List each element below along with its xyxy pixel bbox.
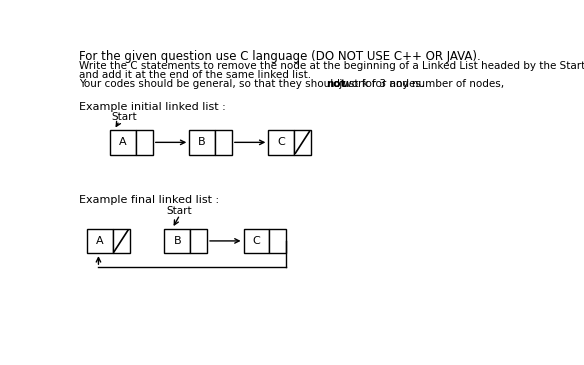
Text: C: C (277, 137, 285, 147)
Bar (110, 130, 135, 155)
Text: A: A (96, 236, 103, 246)
Text: C: C (252, 236, 260, 246)
Text: Example initial linked list :: Example initial linked list : (79, 101, 226, 112)
Bar (190, 228, 207, 253)
Text: Start: Start (112, 112, 137, 122)
Bar (189, 130, 215, 155)
Bar (294, 130, 311, 155)
Text: Your codes should be general, so that they should work for any number of nodes,: Your codes should be general, so that th… (79, 79, 507, 89)
Bar (268, 130, 294, 155)
Bar (87, 228, 113, 253)
Text: B: B (198, 137, 206, 147)
Text: Example final linked list :: Example final linked list : (79, 195, 220, 205)
Text: just for 3 nodes.: just for 3 nodes. (336, 79, 424, 89)
Bar (244, 228, 269, 253)
Text: Write the C statements to remove the node at the beginning of a Linked List head: Write the C statements to remove the nod… (79, 61, 584, 71)
Text: For the given question use C language (DO NOT USE C++ OR JAVA).: For the given question use C language (D… (79, 50, 481, 63)
Text: not: not (326, 79, 346, 89)
Bar (215, 130, 232, 155)
Text: B: B (173, 236, 181, 246)
Bar (113, 228, 130, 253)
Bar (269, 228, 286, 253)
Bar (135, 130, 153, 155)
Text: and add it at the end of the same linked list.: and add it at the end of the same linked… (79, 70, 311, 80)
Text: Start: Start (166, 205, 192, 215)
Bar (165, 228, 190, 253)
Text: A: A (119, 137, 127, 147)
